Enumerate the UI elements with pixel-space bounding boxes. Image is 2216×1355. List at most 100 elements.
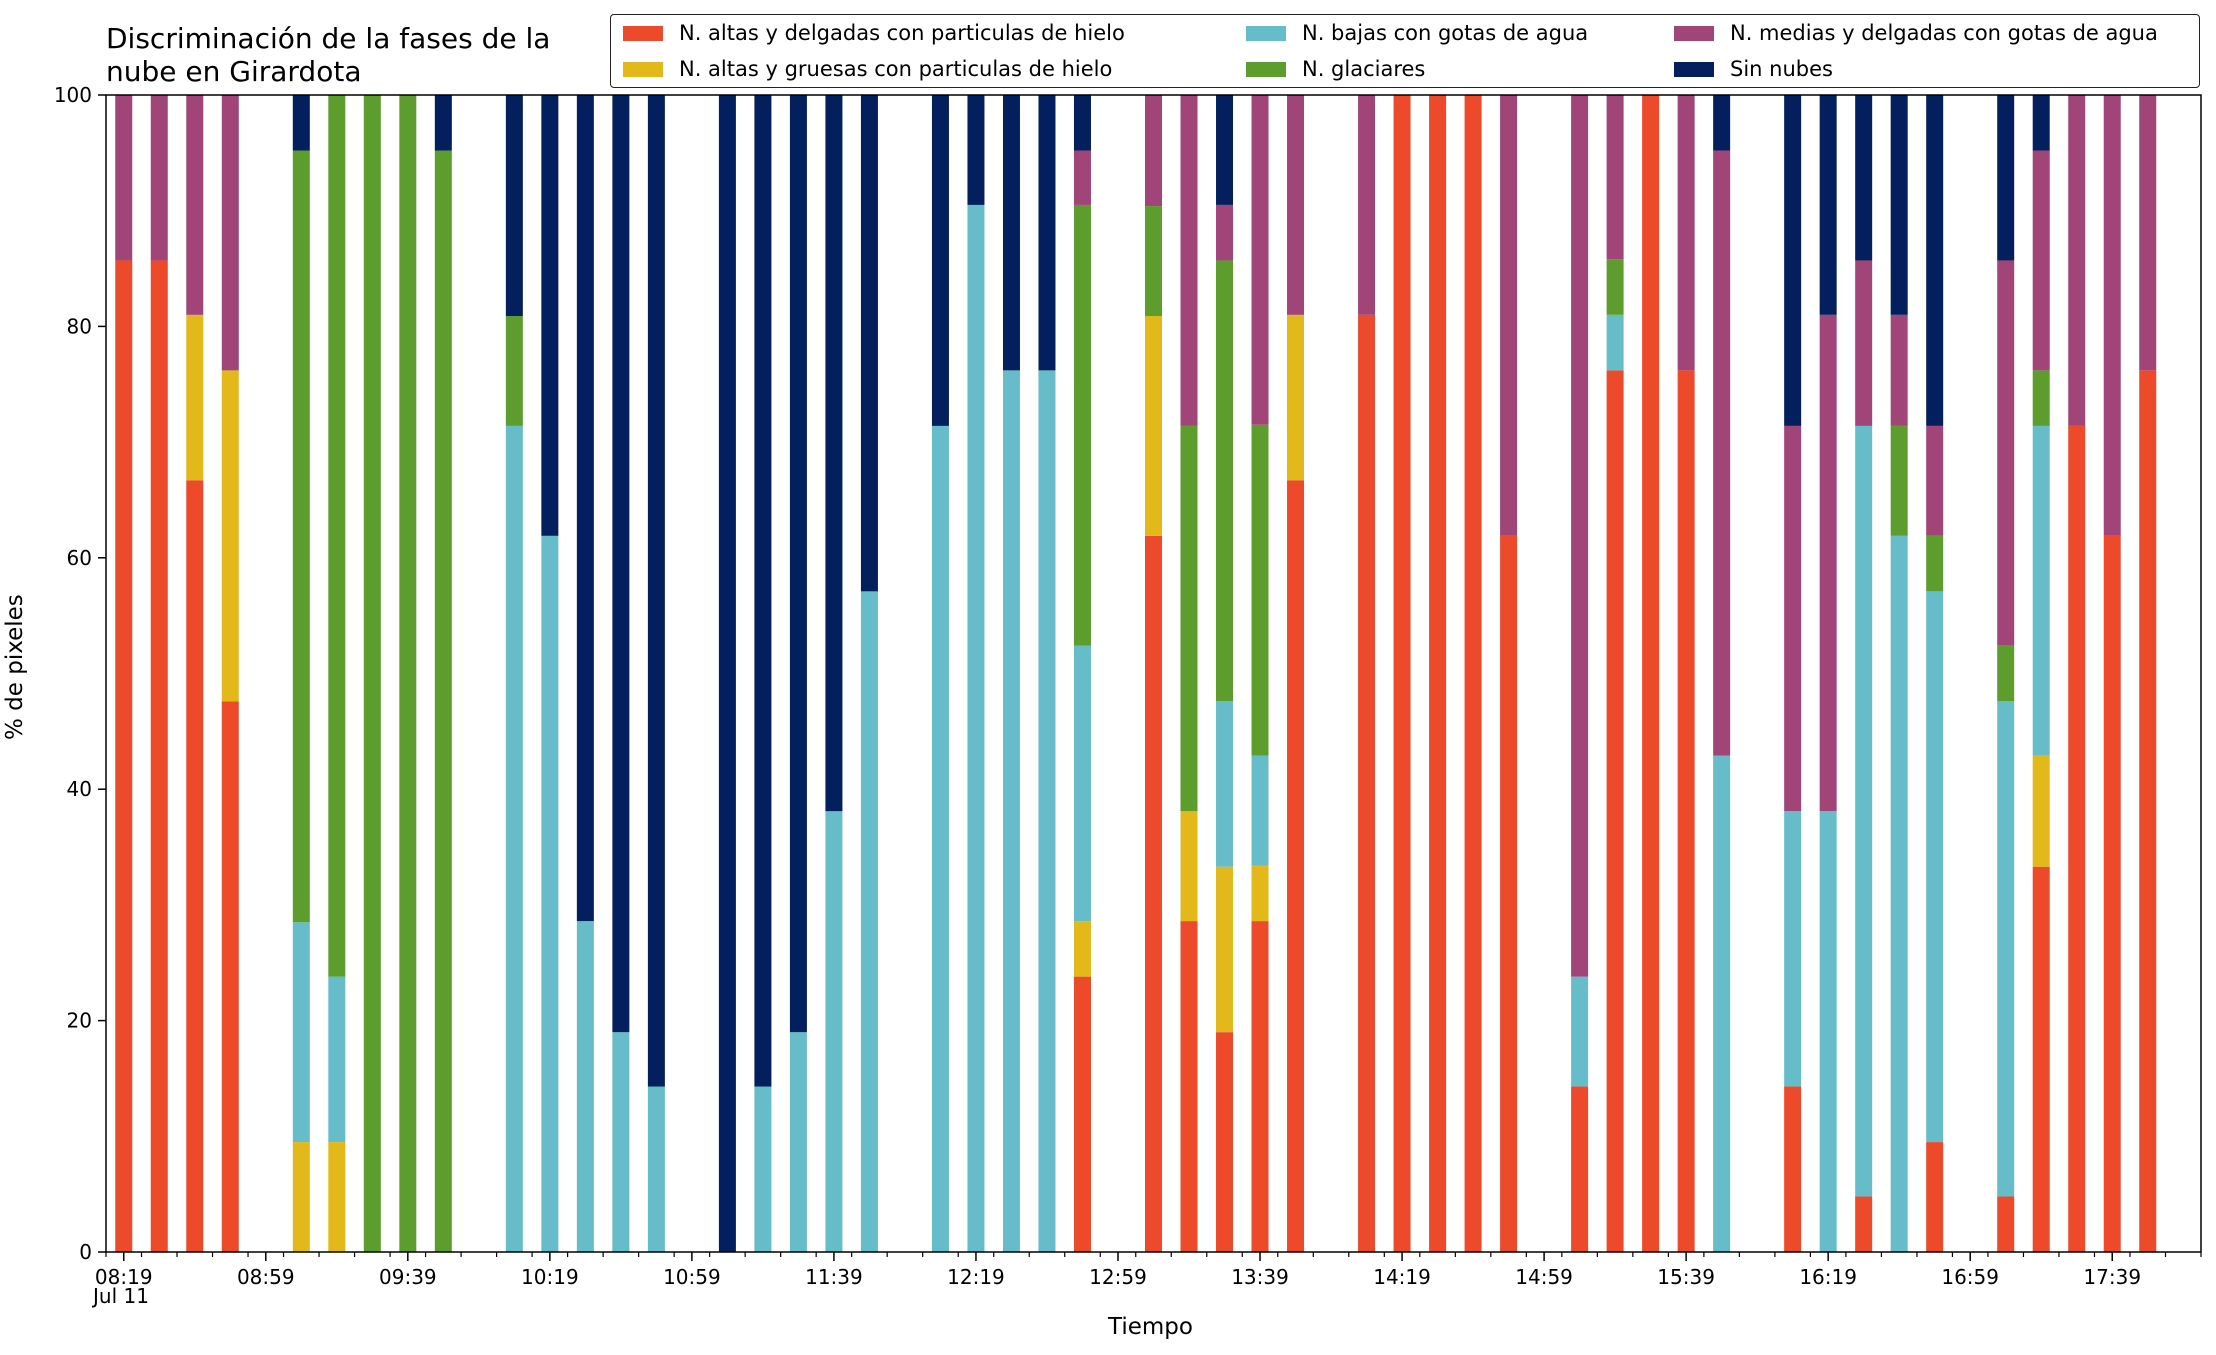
bar-segment — [1393, 95, 1411, 1252]
bar-segment — [328, 976, 346, 1143]
bar-segment — [2103, 95, 2121, 536]
bar-segment — [1784, 1086, 1802, 1252]
bar-segment — [2032, 370, 2050, 426]
x-tick-label: 11:39 — [805, 1265, 863, 1289]
bar-segment — [1855, 425, 1873, 1197]
bar-segment — [1926, 535, 1944, 592]
bar-segment — [115, 260, 133, 1252]
bar-segment — [399, 95, 417, 1252]
legend-label: N. altas y delgadas con particulas de hi… — [679, 21, 1125, 45]
bar-segment — [2068, 425, 2086, 1252]
bar-segment — [2103, 535, 2121, 1252]
bar-segment — [2068, 95, 2086, 426]
bar-segment — [328, 1142, 346, 1252]
bar-segment — [186, 480, 204, 1252]
bar-segment — [1500, 95, 1518, 536]
bar-segment — [576, 921, 594, 1252]
legend-item: Sin nubes — [1670, 57, 2199, 81]
x-date-label: Jul 11 — [93, 1284, 149, 1308]
bar-segment — [1571, 1086, 1589, 1252]
bar-segment — [1997, 260, 2015, 646]
bar-segment — [1890, 535, 1908, 1252]
bar-segment — [2139, 370, 2157, 1252]
bar-segment — [1287, 95, 1305, 315]
bar-segment — [1216, 866, 1234, 1033]
bar-segment — [186, 314, 204, 481]
bar-segment — [825, 95, 843, 812]
bar-segment — [1571, 976, 1589, 1087]
bar-segment — [1358, 314, 1376, 1253]
bar-segment — [647, 1086, 665, 1252]
legend-item: N. altas y delgadas con particulas de hi… — [619, 21, 1242, 45]
bar-segment — [1855, 1196, 1873, 1252]
bar-segment — [1890, 314, 1908, 426]
bar-segment — [1855, 95, 1873, 261]
axes-layer: 0 20 40 60 80 100 08:19 08:59 09:39 10:19 10:59 11:… — [54, 83, 2202, 1289]
legend-label: N. bajas con gotas de agua — [1302, 21, 1589, 45]
bar-segment — [576, 95, 594, 922]
bar-segment — [150, 260, 168, 1252]
bar-segment — [1251, 424, 1269, 756]
bar-segment — [1571, 95, 1589, 977]
bar-segment — [1251, 95, 1269, 425]
bar-segment — [1677, 370, 1695, 1252]
bar-segment — [328, 95, 346, 977]
bar-segment — [221, 370, 239, 702]
bar-segment — [1216, 95, 1234, 205]
bar-segment — [967, 204, 985, 1252]
y-tick-label: 20 — [67, 1009, 92, 1033]
bar-segment — [1926, 1142, 1944, 1252]
legend-item: N. bajas con gotas de agua — [1242, 21, 1670, 45]
bar-segment — [2032, 425, 2050, 756]
bar-segment — [1145, 206, 1162, 316]
bar-segment — [434, 95, 452, 151]
bar-segment — [1145, 315, 1162, 536]
bar-segment — [1073, 976, 1091, 1252]
bar-segment — [1784, 425, 1802, 812]
legend-item: N. medias y delgadas con gotas de agua — [1670, 21, 2199, 45]
bar-segment — [1073, 95, 1091, 151]
bar-segment — [1677, 95, 1695, 371]
bar-segment — [1855, 260, 1873, 426]
y-tick-label: 80 — [67, 314, 92, 338]
bar-segment — [647, 95, 665, 1087]
bar-segment — [1180, 811, 1198, 922]
bar-segment — [754, 1086, 772, 1252]
bar-segment — [718, 95, 736, 1252]
bar-segment — [2032, 150, 2050, 371]
bar-segment — [1926, 95, 1944, 426]
x-tick-label: 16:59 — [1941, 1265, 1999, 1289]
x-tick-label: 13:39 — [1231, 1265, 1289, 1289]
x-tick-label: 14:19 — [1373, 1265, 1431, 1289]
bar-segment — [1606, 370, 1624, 1252]
y-tick-label: 100 — [54, 83, 92, 107]
bar-segment — [1606, 95, 1624, 260]
bar-segment — [1038, 370, 1056, 1252]
legend-label: N. glaciares — [1302, 57, 1426, 81]
legend-item: N. altas y gruesas con particulas de hie… — [619, 57, 1242, 81]
bar-segment — [612, 95, 630, 1033]
bar-segment — [1500, 535, 1518, 1252]
bar-segment — [1251, 921, 1269, 1252]
bar-segment — [1713, 150, 1731, 756]
bar-segment — [1713, 755, 1731, 1252]
bar-segment — [1251, 865, 1269, 922]
bar-segment — [1180, 425, 1198, 812]
bar-segment — [1038, 95, 1056, 371]
y-axis-label: % de pixeles — [2, 594, 28, 740]
bar-segment — [1073, 150, 1091, 205]
bars-layer — [115, 95, 2157, 1253]
bar-segment — [754, 95, 772, 1087]
bar-segment — [1145, 535, 1162, 1252]
bar-segment — [931, 425, 949, 1252]
legend-swatch — [1246, 25, 1286, 41]
bar-segment — [221, 701, 239, 1252]
x-tick-label: 08:59 — [237, 1265, 295, 1289]
bar-segment — [292, 1142, 310, 1252]
legend-swatch — [1246, 61, 1286, 77]
bar-segment — [860, 591, 878, 1252]
bar-segment — [967, 95, 985, 205]
bar-segment — [860, 95, 878, 592]
plot-frame — [105, 94, 2202, 1253]
x-tick-label: 12:19 — [947, 1265, 1005, 1289]
